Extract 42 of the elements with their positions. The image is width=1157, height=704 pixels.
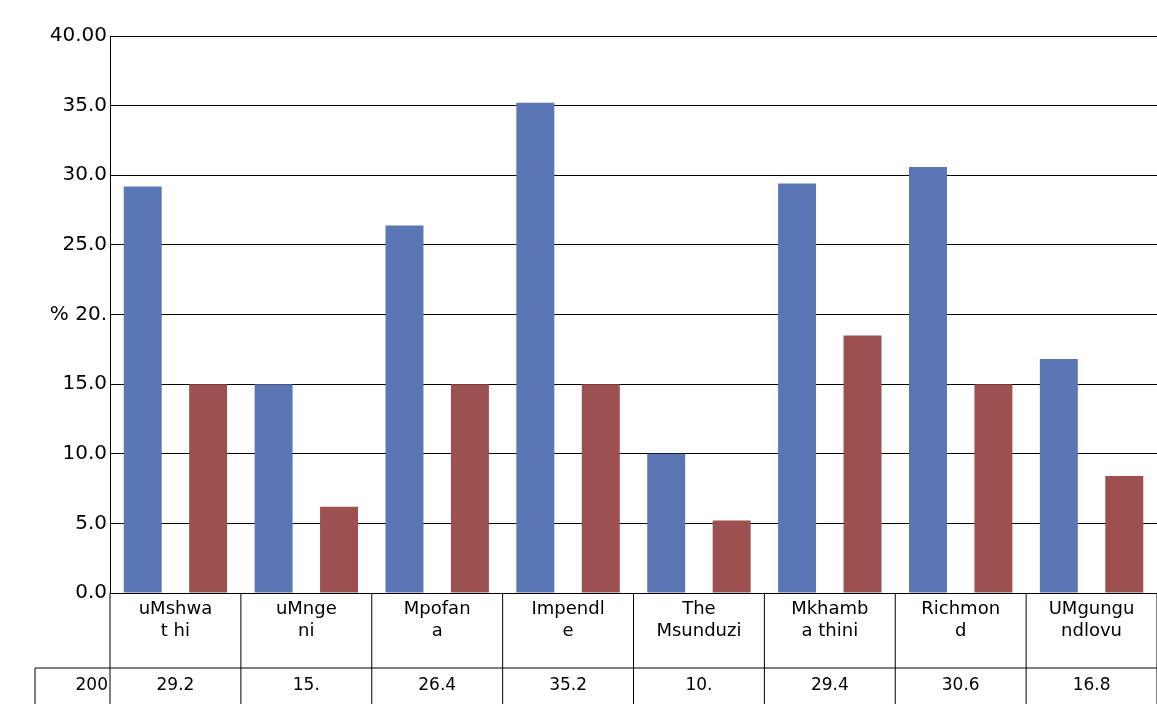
bar [843, 335, 882, 593]
bar [778, 183, 817, 593]
data-label: 29.2 [156, 674, 195, 695]
y-tick-label: 0.0 [75, 579, 107, 604]
x-tick-label: Mkhamb a thini [791, 597, 869, 641]
y-tick-label: % 20. [49, 300, 107, 325]
text: 200 [75, 674, 108, 695]
bar [1105, 476, 1144, 593]
data-label: 30.6 [941, 674, 980, 695]
bar [908, 166, 947, 593]
x-tick-label: uMnge ni [275, 597, 337, 641]
data-label: 26.4 [418, 674, 457, 695]
x-tick-label: Mpofan a [403, 597, 471, 641]
data-label: 29.4 [810, 674, 849, 695]
y-tick-label: 25.0 [62, 231, 107, 256]
bar [712, 520, 751, 593]
x-tick-label: The Msunduzi [656, 597, 742, 641]
data-label: 10. [685, 674, 713, 695]
bar [581, 384, 620, 593]
y-tick-label: 10.0 [62, 439, 107, 464]
x-tick-label: UMgungu ndlovu [1048, 597, 1135, 641]
bar [450, 384, 489, 593]
x-tick-label: uMshwa t hi [138, 597, 213, 641]
bar [974, 384, 1013, 593]
data-label: 15. [292, 674, 320, 695]
y-tick-label: 15.0 [62, 370, 107, 395]
y-tick-label: 5.0 [75, 509, 107, 534]
bar [647, 453, 686, 593]
bar [254, 384, 293, 593]
bar [385, 225, 424, 593]
bar [123, 186, 162, 593]
x-tick-label: Richmon d [921, 597, 1001, 641]
bar [320, 506, 359, 593]
bar [1039, 359, 1078, 593]
y-tick-label: 30.0 [62, 161, 107, 186]
y-tick-label: 40.00 [49, 22, 107, 47]
bar [189, 384, 228, 593]
data-label: 16.8 [1072, 674, 1111, 695]
bar [516, 102, 555, 593]
y-tick-label: 35.0 [62, 91, 107, 116]
x-tick-label: Impendl e [531, 597, 605, 641]
data-label: 35.2 [549, 674, 587, 695]
